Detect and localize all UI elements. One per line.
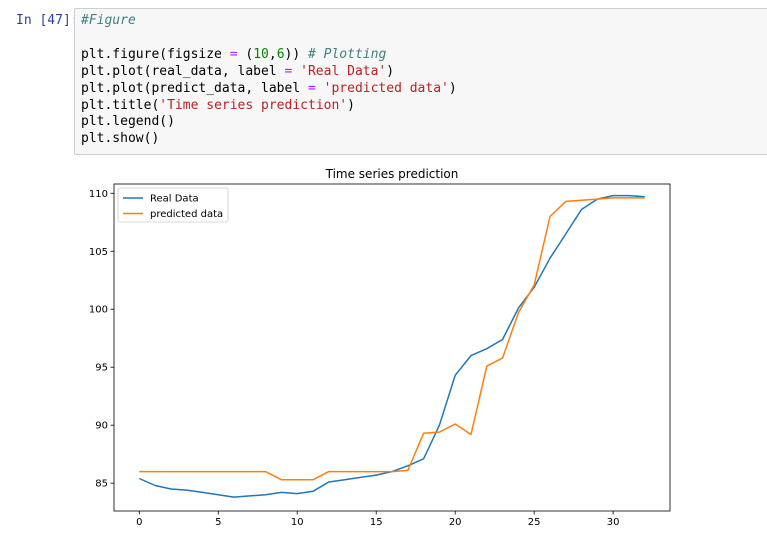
code-text: ))	[284, 46, 308, 62]
legend-box	[117, 187, 229, 223]
x-tick-label: 0	[136, 517, 142, 528]
x-tick-label: 20	[449, 517, 462, 528]
code-number: 6	[276, 46, 285, 62]
code-text: )	[386, 63, 395, 79]
series-line-1	[139, 197, 645, 481]
chart-legend: Real Data predicted data	[117, 187, 229, 223]
code-text: plt.legend()	[81, 114, 175, 130]
cell-output: 0 5 10 15 20 25 30 85 90 95 100 105 110 Time series …	[74, 160, 767, 541]
y-tick-label: 85	[95, 479, 108, 490]
code-text: plt.title(	[81, 97, 160, 113]
y-tick-label: 90	[95, 421, 108, 432]
code-text: (	[237, 46, 254, 62]
code-text: plt.plot(predict_data, label	[81, 80, 308, 96]
code-text: plt.show()	[81, 131, 160, 147]
code-editor[interactable]: #Figure plt.figure(figsize = (10,6)) # P…	[81, 13, 457, 148]
code-operator: =	[229, 46, 238, 62]
code-comment: #Figure	[81, 13, 136, 28]
code-text: )	[448, 80, 457, 96]
code-operator: =	[307, 80, 316, 96]
code-text	[316, 81, 324, 96]
code-text: )	[347, 97, 355, 113]
line-chart: 0 5 10 15 20 25 30 85 90 95 100 105 110 Time series …	[89, 167, 671, 528]
code-string: 'Real Data'	[300, 63, 387, 79]
x-tick-label: 25	[528, 517, 541, 528]
legend-label: Real Data	[150, 194, 199, 205]
code-number: 10	[253, 46, 269, 62]
axes-frame	[113, 183, 671, 512]
x-tick-label: 15	[370, 517, 383, 528]
code-cell[interactable]: #Figure plt.figure(figsize = (10,6)) # P…	[74, 8, 767, 155]
code-text: plt.figure(figsize	[81, 46, 230, 62]
plot-area	[114, 184, 670, 511]
y-tick-label: 105	[89, 247, 108, 258]
y-tick-label: 110	[89, 189, 108, 200]
x-tick-label: 5	[215, 517, 221, 528]
code-text: plt.plot(real_data, label	[81, 63, 285, 79]
code-operator: =	[284, 63, 293, 79]
code-text: ,	[268, 46, 277, 62]
y-tick-label: 100	[89, 305, 108, 316]
code-string: 'Time series prediction'	[159, 97, 348, 113]
legend-label: predicted data	[150, 209, 223, 220]
code-string: 'predicted data'	[323, 80, 449, 96]
chart-title: Time series prediction	[325, 167, 459, 181]
y-tick-label: 95	[95, 363, 108, 374]
code-text	[292, 64, 300, 79]
x-tick-label: 30	[607, 517, 620, 528]
cell-prompt: In [47]:	[16, 13, 79, 28]
code-comment: # Plotting	[308, 46, 387, 62]
x-tick-label: 10	[291, 517, 304, 528]
